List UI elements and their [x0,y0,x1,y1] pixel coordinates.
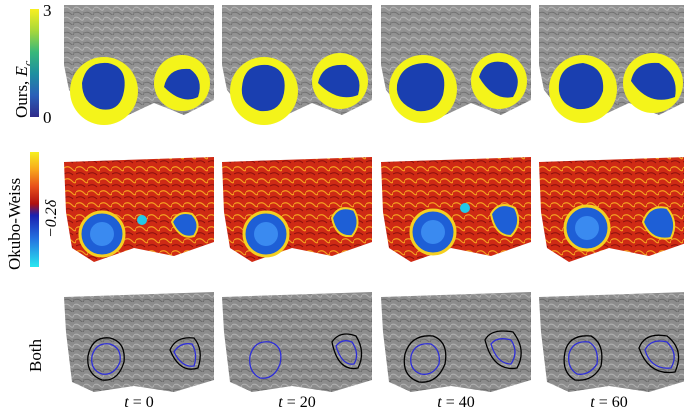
panel-ours-t40 [381,5,531,123]
panel-ours-t20 [222,5,372,125]
time-label-0: t = 0 [124,394,154,411]
panel-ours-t0 [64,5,214,125]
panel-both-t40 [381,292,531,392]
panel-ow-t40 [381,157,531,262]
time-label-40: t = 40 [437,394,475,411]
panel-ow-t20 [222,157,372,262]
panel-both-t60 [539,292,684,392]
panel-both-t20 [222,292,372,392]
panel-ow-t60 [539,157,684,262]
colorbar-ours-min: 0 [43,108,52,127]
time-label-60: t = 60 [590,394,628,411]
colorbar-ours [30,9,39,117]
time-label-20: t = 20 [278,394,316,411]
colorbar-okubo-weiss [30,152,39,267]
panel-ours-t60 [539,5,684,123]
panel-both-t0 [64,292,214,392]
panel-ow-t0 [64,157,214,262]
colorbar-ours-max: 3 [43,1,52,20]
